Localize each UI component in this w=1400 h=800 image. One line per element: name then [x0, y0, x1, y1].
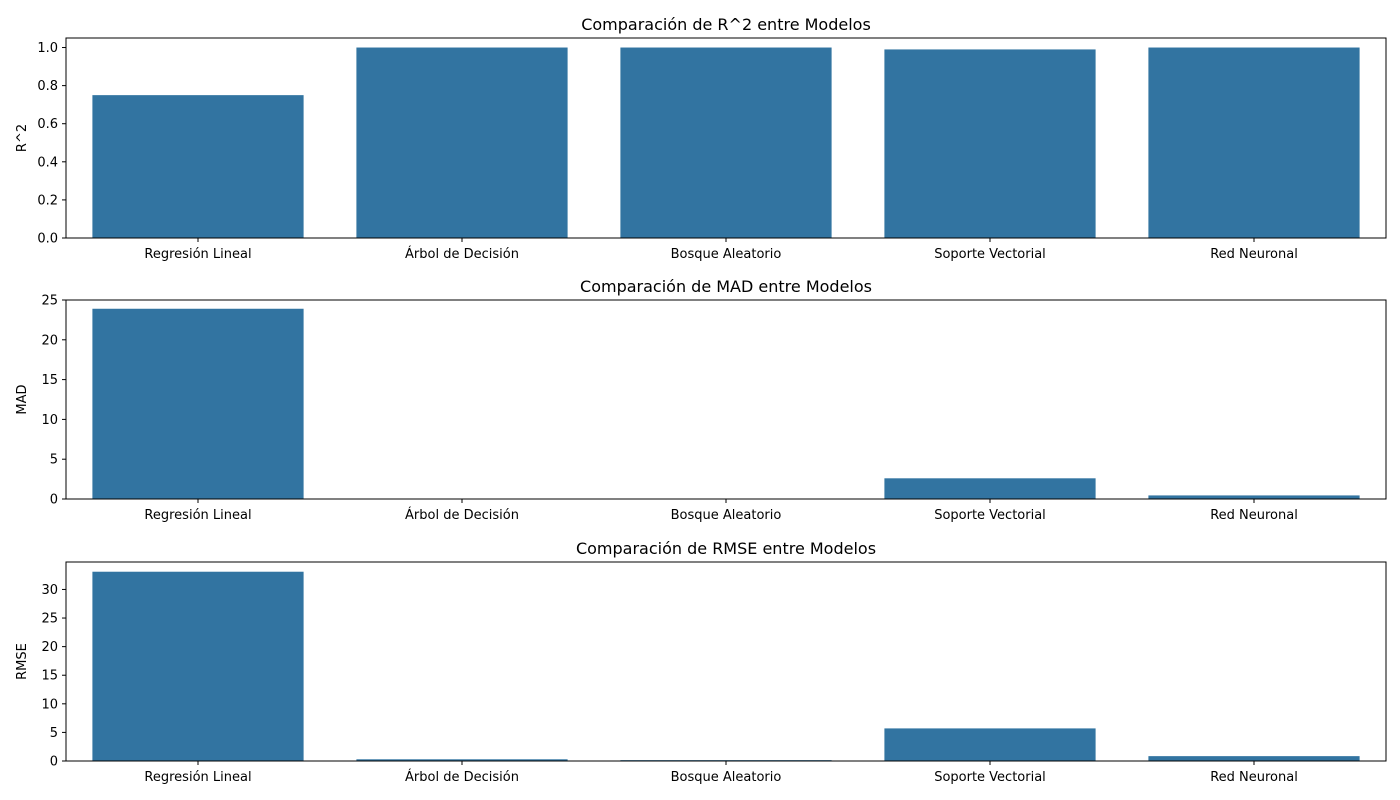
mad-x-tick-label-4: Soporte Vectorial: [934, 508, 1046, 523]
mad-chart-title: Comparación de MAD entre Modelos: [580, 277, 872, 296]
mad-y-tick-label-4: 15: [41, 373, 58, 388]
rmse-bar-2: [356, 759, 568, 761]
rmse-x-tick-label-5: Red Neuronal: [1210, 770, 1298, 785]
mad-x-tick-label-3: Bosque Aleatorio: [671, 508, 782, 523]
mad-bar-1: [92, 308, 304, 499]
mad-y-tick-label-1: 0: [50, 493, 58, 508]
rmse-y-tick-label-6: 25: [41, 612, 58, 627]
mad-bar-4: [884, 478, 1096, 499]
mad-x-tick-label-1: Regresión Lineal: [144, 508, 251, 523]
r2-y-tick-label-1: 0.0: [37, 232, 58, 247]
mad-chart: Comparación de MAD entre Modelos Regresió…: [15, 277, 1387, 523]
r2-y-tick-label-5: 0.8: [37, 79, 58, 94]
rmse-y-tick-label-2: 5: [50, 726, 58, 741]
mad-x-tick-label-2: Árbol de Decisión: [405, 507, 519, 523]
mad-y-tick-label-3: 10: [41, 413, 58, 428]
rmse-y-tick-label-1: 0: [50, 755, 58, 770]
mad-x-tick-label-5: Red Neuronal: [1210, 508, 1298, 523]
rmse-y-axis-label: RMSE: [15, 643, 30, 680]
rmse-x-tick-label-1: Regresión Lineal: [144, 770, 251, 785]
rmse-bar-4: [884, 728, 1096, 761]
rmse-y-tick-label-5: 20: [41, 640, 58, 655]
r2-x-tick-label-4: Soporte Vectorial: [934, 247, 1046, 262]
r2-x-tick-label-3: Bosque Aleatorio: [671, 247, 782, 262]
r2-y-tick-label-6: 1.0: [37, 41, 58, 56]
mad-y-tick-label-5: 20: [41, 333, 58, 348]
rmse-bar-1: [92, 571, 304, 761]
rmse-y-tick-label-7: 30: [41, 583, 58, 598]
mad-bar-5: [1148, 495, 1360, 499]
rmse-y-tick-label-4: 15: [41, 669, 58, 684]
r2-bar-1: [92, 95, 304, 239]
r2-bar-2: [356, 47, 568, 239]
r2-x-tick-label-2: Árbol de Decisión: [405, 246, 519, 262]
mad-y-axis-label: MAD: [15, 384, 30, 414]
r2-chart-title: Comparación de R^2 entre Modelos: [581, 15, 871, 34]
r2-bar-4: [884, 49, 1096, 238]
rmse-bar-5: [1148, 756, 1360, 761]
rmse-y-tick-label-3: 10: [41, 697, 58, 712]
r2-y-tick-label-3: 0.4: [37, 155, 58, 170]
r2-bar-5: [1148, 47, 1360, 239]
r2-chart: Comparación de R^2 entre Modelos Regresió…: [15, 15, 1387, 262]
rmse-x-tick-label-4: Soporte Vectorial: [934, 770, 1046, 785]
rmse-chart: Comparación de RMSE entre Modelos Regresi…: [15, 539, 1387, 785]
mad-y-tick-label-2: 5: [50, 453, 58, 468]
rmse-chart-title: Comparación de RMSE entre Modelos: [576, 539, 876, 558]
r2-y-axis-label: R^2: [15, 124, 30, 152]
mad-y-tick-label-6: 25: [41, 294, 58, 309]
r2-x-tick-label-1: Regresión Lineal: [144, 247, 251, 262]
r2-x-tick-label-5: Red Neuronal: [1210, 247, 1298, 262]
r2-y-tick-label-4: 0.6: [37, 117, 58, 132]
rmse-x-tick-label-2: Árbol de Decisión: [405, 769, 519, 785]
r2-bar-3: [620, 47, 832, 239]
r2-y-tick-label-2: 0.2: [37, 193, 58, 208]
rmse-x-tick-label-3: Bosque Aleatorio: [671, 770, 782, 785]
